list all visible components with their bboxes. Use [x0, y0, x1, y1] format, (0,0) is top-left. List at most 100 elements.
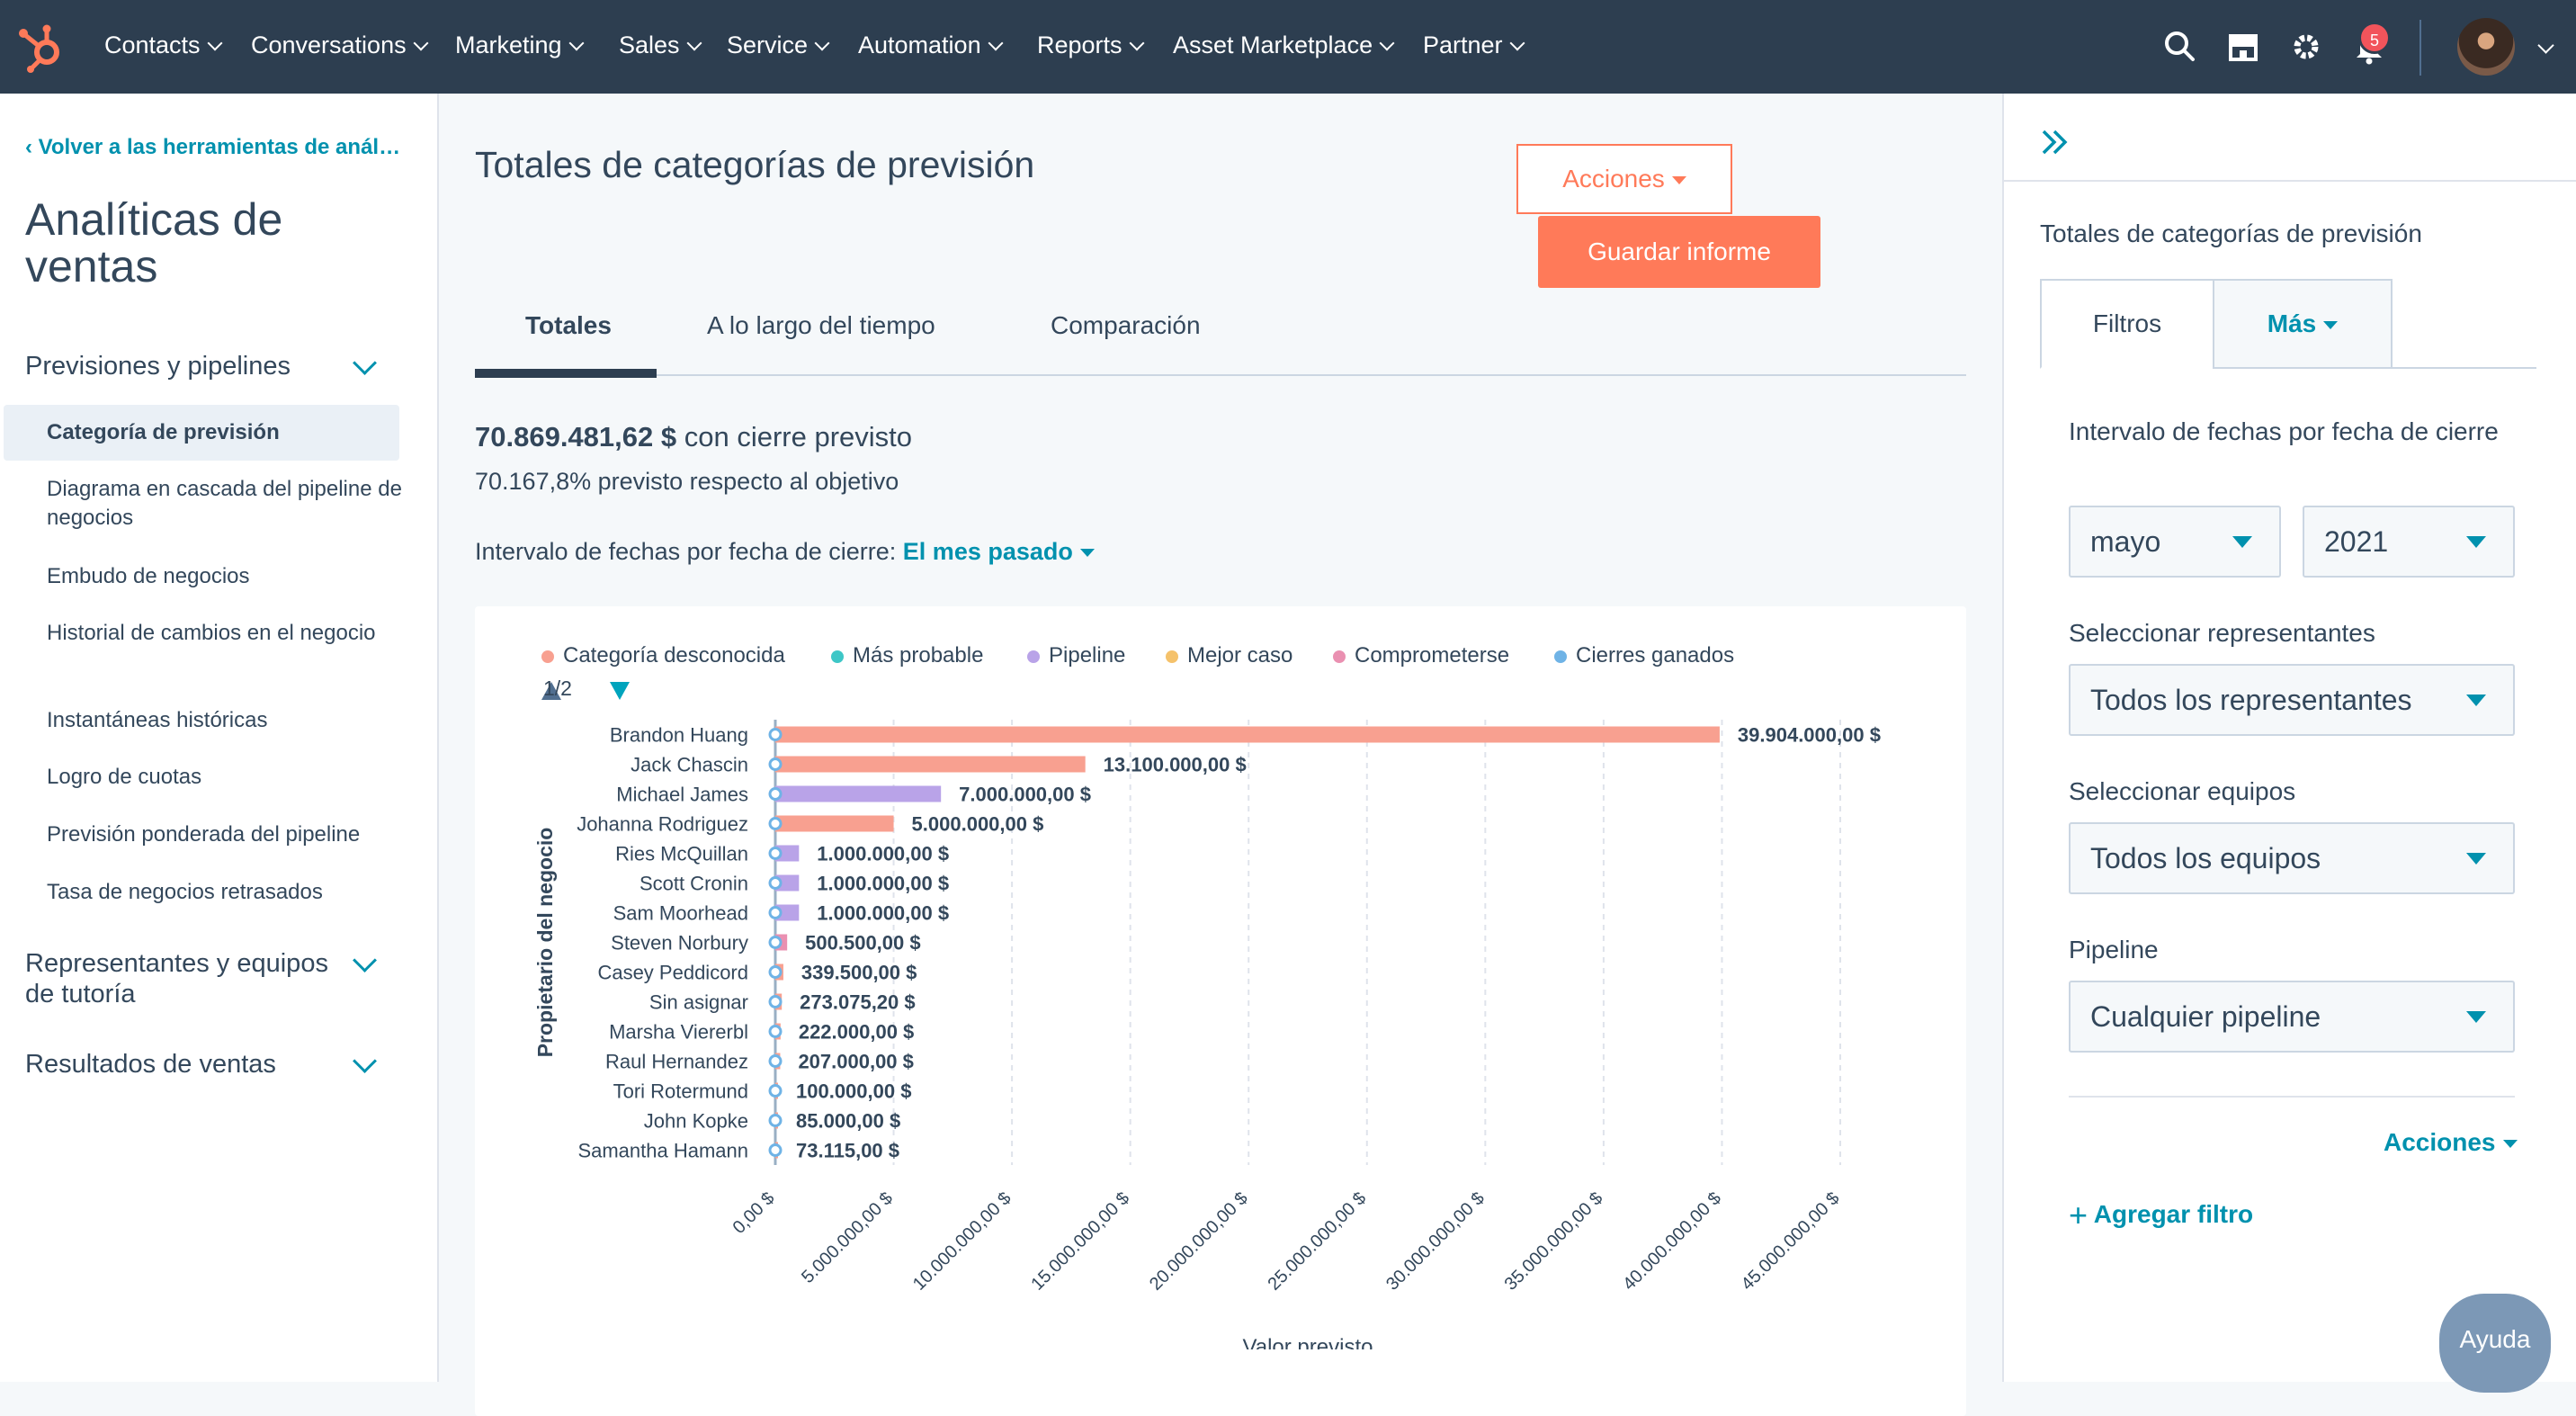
chevron-down-icon[interactable]: [2537, 37, 2554, 54]
filter-actions-label: Acciones: [2384, 1128, 2496, 1156]
dropdown-arrow-icon: [2466, 853, 2486, 865]
page-down-icon[interactable]: [608, 680, 631, 702]
sidebar-item-waterfall[interactable]: Diagrama en cascada del pipeline de nego…: [47, 477, 402, 530]
filter-actions-dropdown[interactable]: Acciones: [2384, 1128, 2518, 1157]
sidebar-item-deal-history[interactable]: Historial de cambios en el negocio: [47, 621, 376, 645]
sidebar-item-funnel[interactable]: Embudo de negocios: [47, 564, 250, 588]
legend-dot: [831, 650, 844, 663]
legend-label: Cierres ganados: [1576, 643, 1735, 668]
pipeline-select[interactable]: Cualquier pipeline: [2069, 981, 2515, 1053]
dropdown-arrow-icon: [2466, 536, 2486, 548]
chevron-down-icon: [413, 35, 429, 51]
legend-dot: [541, 650, 554, 663]
actions-button[interactable]: Acciones: [1516, 144, 1732, 214]
bar: [775, 726, 1720, 743]
legend-item[interactable]: Mejor caso: [1166, 643, 1292, 668]
x-tick-label: 45.000.000,00 $: [1738, 1188, 1844, 1295]
back-link[interactable]: ‹ Volver a las herramientas de análisis: [25, 135, 403, 160]
date-range-dropdown[interactable]: El mes pasado: [903, 538, 1095, 565]
settings-icon[interactable]: [2285, 25, 2328, 68]
nav-conversations[interactable]: Conversations: [251, 29, 429, 61]
y-tick-label: John Kopke: [644, 1110, 748, 1133]
nav-sales[interactable]: Sales: [619, 29, 702, 61]
y-tick-label: Johanna Rodriguez: [577, 813, 748, 836]
year-value: 2021: [2324, 525, 2389, 558]
dropdown-arrow-icon: [2232, 536, 2252, 548]
x-tick-label: 30.000.000,00 $: [1382, 1188, 1489, 1295]
section-reps-teams[interactable]: Representantes y equipos de tutoría: [25, 949, 328, 1008]
sidebar-item-snapshots[interactable]: Instantáneas históricas: [47, 708, 268, 732]
nav-asset-marketplace[interactable]: Asset Marketplace: [1173, 29, 1395, 61]
legend-label: Mejor caso: [1187, 643, 1293, 668]
pipeline-filter-label: Pipeline: [2069, 936, 2159, 963]
y-tick-label: Marsha Viererbl: [609, 1021, 748, 1044]
tab-more[interactable]: Más: [2213, 279, 2393, 369]
active-item-highlight: [4, 405, 399, 461]
marketplace-icon[interactable]: [2222, 25, 2265, 68]
chevron-down-icon: [686, 35, 702, 51]
nav-contacts[interactable]: Contacts: [104, 29, 223, 61]
legend-item[interactable]: Pipeline: [1027, 643, 1125, 668]
legend-item[interactable]: Categoría desconocida: [541, 643, 785, 668]
add-filter-label: Agregar filtro: [2093, 1200, 2254, 1228]
data-label: 85.000,00 $: [796, 1110, 900, 1133]
tabs-baseline: [2393, 367, 2536, 369]
month-select[interactable]: mayo: [2069, 506, 2281, 578]
tab-comparison[interactable]: Comparación: [1051, 311, 1201, 339]
bar-origin-marker: [768, 1114, 783, 1127]
sidebar-item-weighted-pipeline[interactable]: Previsión ponderada del pipeline: [47, 822, 361, 847]
legend-label: Comprometerse: [1355, 643, 1510, 668]
bar-origin-marker: [768, 936, 783, 949]
data-label: 73.115,00 $: [796, 1140, 899, 1162]
avatar[interactable]: [2457, 18, 2515, 76]
legend-item[interactable]: Cierres ganados: [1554, 643, 1734, 668]
data-label: 39.904.000,00 $: [1738, 724, 1881, 747]
reps-select[interactable]: Todos los representantes: [2069, 664, 2515, 736]
bar: [775, 756, 1086, 773]
tab-totals[interactable]: Totales: [525, 311, 612, 339]
y-tick-label: Ries McQuillan: [615, 843, 748, 865]
y-tick-label: Scott Cronin: [640, 873, 748, 895]
actions-label: Acciones: [1562, 165, 1665, 193]
save-report-button[interactable]: Guardar informe: [1538, 216, 1820, 288]
bar-origin-marker: [768, 728, 783, 741]
section-forecasts-pipelines[interactable]: Previsiones y pipelines: [25, 352, 291, 381]
bar-chart: 0,00 $5.000.000,00 $10.000.000,00 $15.00…: [533, 720, 1881, 1349]
tab-filters[interactable]: Filtros: [2040, 279, 2214, 369]
page-up-icon[interactable]: [540, 680, 563, 702]
nav-partner[interactable]: Partner: [1423, 29, 1525, 61]
sidebar-item-forecast-category[interactable]: Categoría de previsión: [47, 420, 280, 444]
x-axis-title: Valor previsto: [1243, 1335, 1373, 1349]
y-tick-label: Michael James: [616, 784, 748, 806]
left-sidebar: [0, 94, 439, 1382]
tab-over-time[interactable]: A lo largo del tiempo: [707, 311, 935, 339]
nav-service[interactable]: Service: [727, 29, 830, 61]
search-icon[interactable]: [2159, 25, 2202, 68]
reps-filter-label: Seleccionar representantes: [2069, 619, 2375, 647]
sidebar-item-quota[interactable]: Logro de cuotas: [47, 765, 202, 789]
data-label: 100.000,00 $: [796, 1080, 911, 1103]
section-sales-results[interactable]: Resultados de ventas: [25, 1050, 276, 1079]
total-amount: 70.869.481,62 $: [475, 421, 677, 453]
nav-marketing[interactable]: Marketing: [455, 29, 585, 61]
bar: [775, 874, 800, 892]
year-select[interactable]: 2021: [2303, 506, 2515, 578]
legend-item[interactable]: Comprometerse: [1333, 643, 1509, 668]
data-label: 222.000,00 $: [799, 1021, 914, 1044]
help-button[interactable]: Ayuda: [2439, 1294, 2551, 1393]
nav-automation[interactable]: Automation: [858, 29, 1004, 61]
chevron-down-icon: [568, 35, 585, 51]
date-range-label: Intervalo de fechas por fecha de cierre:: [475, 538, 897, 565]
panel-divider: [2004, 180, 2576, 182]
nav-reports[interactable]: Reports: [1037, 29, 1145, 61]
legend-item[interactable]: Más probable: [831, 643, 983, 668]
date-range-value: El mes pasado: [902, 538, 1073, 565]
teams-select[interactable]: Todos los equipos: [2069, 822, 2515, 894]
chevron-down-icon: [1129, 35, 1145, 51]
plus-icon: +: [2069, 1196, 2089, 1233]
add-filter-button[interactable]: + Agregar filtro: [2069, 1193, 2254, 1233]
nav-service-label: Service: [727, 31, 809, 58]
collapse-panel-icon[interactable]: [2040, 126, 2072, 158]
hubspot-logo-icon[interactable]: [14, 20, 68, 74]
sidebar-item-slipped-deals[interactable]: Tasa de negocios retrasados: [47, 880, 323, 904]
